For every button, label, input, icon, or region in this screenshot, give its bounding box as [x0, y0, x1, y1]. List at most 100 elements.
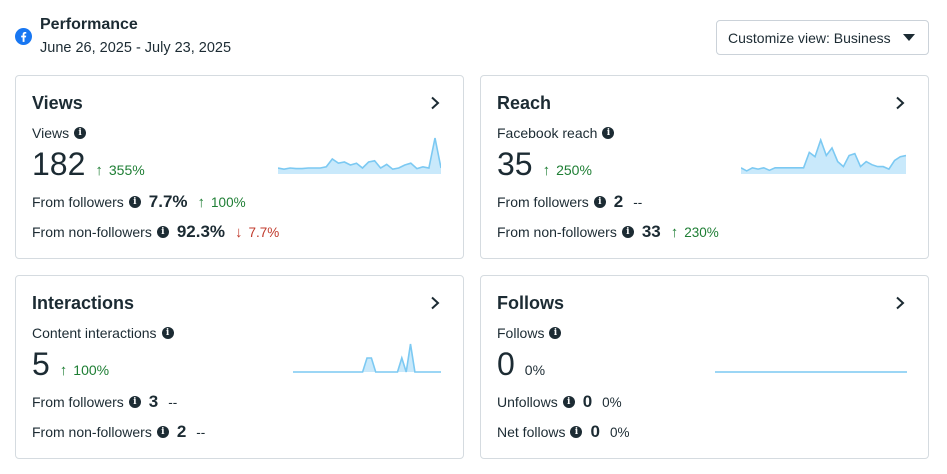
breakdown-label: From non-followers: [32, 424, 152, 440]
chevron-right-icon[interactable]: [429, 96, 441, 110]
metric-value-row: 5 ↑ 100%: [32, 346, 109, 383]
metric-label: Follows i: [497, 325, 562, 341]
breakdown-delta-text: --: [168, 394, 178, 410]
breakdown-label: From followers: [32, 394, 124, 410]
breakdown-label: From followers: [32, 194, 124, 210]
interactions-card[interactable]: Interactions Content interactions i 5 ↑ 1…: [15, 275, 464, 459]
metric-label: Facebook reach i: [497, 125, 615, 141]
breakdown-label: From non-followers: [32, 224, 152, 240]
reach-card[interactable]: Reach Facebook reach i 35 ↑ 250% From fol…: [480, 75, 929, 259]
arrow-up-icon: ↑: [542, 162, 551, 179]
info-icon[interactable]: i: [128, 196, 141, 208]
arrow-down-icon: ↓: [235, 223, 243, 241]
breakdown-value: 2: [176, 422, 187, 441]
metric-value: 5: [32, 346, 50, 382]
views-sparkline: [278, 137, 441, 174]
breakdown-value: 2: [613, 192, 624, 211]
breakdown-row: From non-followers i 2 --: [32, 422, 205, 442]
follows-card[interactable]: Follows Follows i 0 0% Unfollows i 0 0% …: [480, 275, 929, 459]
info-icon[interactable]: i: [593, 196, 606, 208]
breakdown-delta: ↑ 100%: [198, 194, 246, 211]
breakdown-delta-text: --: [196, 424, 206, 440]
metric-value: 35: [497, 146, 533, 182]
views-card[interactable]: Views Views i 182 ↑ 355% From followers i…: [15, 75, 464, 259]
metric-value-row: 35 ↑ 250%: [497, 146, 592, 183]
card-title: Reach: [497, 93, 552, 113]
metric-delta: ↑ 355%: [95, 162, 144, 179]
breakdown-value: 33: [641, 222, 661, 241]
caret-down-icon: [903, 34, 915, 41]
metric-delta-text: 0%: [524, 362, 546, 378]
breakdown-value: 0: [590, 422, 600, 441]
info-icon[interactable]: i: [156, 426, 169, 438]
arrow-up-icon: ↑: [95, 162, 103, 179]
page-title: Performance: [40, 16, 138, 33]
breakdown-delta-text: 230%: [684, 224, 719, 240]
customize-view-label: Customize view: Business: [728, 29, 891, 46]
breakdown-value: 0: [582, 392, 593, 411]
breakdown-delta: ↓ 7.7%: [235, 224, 279, 241]
chevron-right-icon[interactable]: [894, 96, 906, 110]
info-icon[interactable]: i: [562, 396, 575, 408]
reach-sparkline: [741, 138, 906, 174]
chevron-right-icon[interactable]: [894, 296, 906, 310]
date-range: June 26, 2025 - July 23, 2025: [40, 40, 232, 56]
breakdown-delta-text: 0%: [609, 424, 630, 440]
breakdown-value: 7.7%: [148, 192, 188, 211]
metric-delta: ↑ 100%: [60, 362, 109, 379]
sparkline-line: [741, 138, 906, 172]
breakdown-delta: --: [168, 395, 177, 410]
breakdown-row: From followers i 7.7% ↑ 100%: [32, 192, 246, 212]
breakdown-delta: 0%: [610, 425, 630, 440]
breakdown-delta-text: 7.7%: [248, 224, 280, 240]
breakdown-delta: --: [633, 195, 642, 210]
breakdown-label: Unfollows: [497, 394, 558, 410]
metric-label-text: Follows: [497, 325, 545, 341]
metric-value: 0: [497, 346, 515, 382]
breakdown-label: Net follows: [497, 424, 566, 440]
breakdown-delta-text: 0%: [602, 394, 622, 410]
info-icon[interactable]: i: [156, 226, 169, 238]
breakdown-delta: ↑ 230%: [671, 224, 719, 241]
metric-delta-text: 355%: [108, 162, 145, 178]
card-title: Views: [32, 93, 83, 113]
card-title: Interactions: [32, 293, 135, 313]
sparkline-area: [278, 138, 441, 174]
metric-label-text: Facebook reach: [497, 125, 598, 141]
facebook-icon: [15, 28, 32, 45]
info-icon[interactable]: i: [621, 226, 634, 238]
info-icon[interactable]: i: [549, 327, 562, 339]
sparkline-line: [293, 343, 441, 373]
breakdown-row: From non-followers i 33 ↑ 230%: [497, 222, 719, 242]
info-icon[interactable]: i: [602, 127, 615, 139]
breakdown-row: From followers i 2 --: [497, 192, 642, 212]
metric-delta: ↑ 250%: [543, 162, 592, 179]
metric-delta-text: 100%: [73, 362, 110, 378]
info-icon[interactable]: i: [161, 327, 174, 339]
chevron-right-icon[interactable]: [429, 296, 441, 310]
customize-view-dropdown[interactable]: Customize view: Business: [716, 20, 929, 55]
metric-value-row: 182 ↑ 355%: [32, 146, 145, 183]
breakdown-row: Unfollows i 0 0%: [497, 392, 622, 412]
metric-label: Content interactions i: [32, 325, 174, 341]
breakdown-row: From followers i 3 --: [32, 392, 177, 412]
breakdown-row: Net follows i 0 0%: [497, 422, 629, 442]
follows-sparkline: [715, 371, 907, 373]
breakdown-delta: --: [196, 425, 205, 440]
breakdown-delta-text: --: [633, 194, 643, 210]
breakdown-label: From followers: [497, 194, 589, 210]
metric-delta: 0%: [525, 362, 545, 378]
card-title: Follows: [497, 293, 564, 313]
interactions-sparkline: [293, 343, 441, 373]
performance-header: Performance June 26, 2025 - July 23, 202…: [0, 0, 947, 70]
sparkline-area: [741, 140, 906, 174]
metric-label: Views i: [32, 125, 87, 141]
metric-label-text: Content interactions: [32, 325, 157, 341]
metric-delta-text: 250%: [556, 162, 592, 178]
metric-value-row: 0 0%: [497, 346, 545, 383]
info-icon[interactable]: i: [128, 396, 141, 408]
info-icon[interactable]: i: [74, 127, 87, 139]
sparkline-line: [278, 137, 441, 171]
breakdown-label: From non-followers: [497, 224, 617, 240]
info-icon[interactable]: i: [570, 426, 583, 438]
